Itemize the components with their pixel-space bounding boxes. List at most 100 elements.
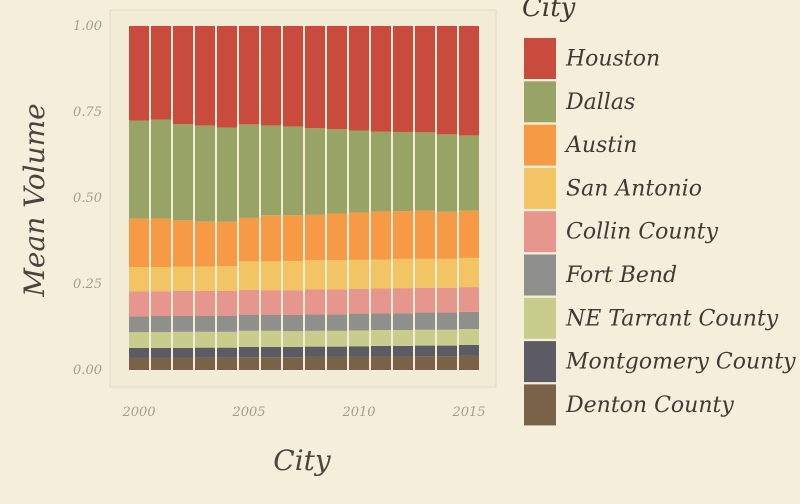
bar-segment: [371, 288, 391, 314]
bar-segment: [393, 356, 413, 370]
bar-segment: [217, 221, 237, 267]
bar-segment: [129, 267, 149, 292]
bar-segment: [173, 266, 193, 291]
legend-label: Fort Bend: [565, 263, 677, 288]
bar-segment: [437, 134, 457, 212]
bar-segment: [261, 346, 281, 358]
legend-key: [524, 81, 556, 123]
bar-segment: [239, 314, 259, 331]
legend-label: Austin: [564, 133, 637, 158]
bar-segment: [283, 126, 303, 216]
bar-segment: [239, 357, 259, 370]
bar-segment: [239, 124, 259, 218]
bar-segment: [173, 315, 193, 332]
y-tick-label: 0.50: [73, 191, 102, 206]
bar-segment: [217, 331, 237, 348]
bar-segment: [305, 314, 325, 331]
bar-segment: [173, 124, 193, 221]
bar-segment: [371, 211, 391, 260]
bar-segment: [261, 330, 281, 347]
bar-segment: [305, 330, 325, 347]
legend-key: [524, 38, 556, 79]
bar-segment: [151, 119, 171, 219]
legend-label: Dallas: [565, 90, 635, 115]
bar-segment: [283, 215, 303, 261]
bar-segment: [151, 218, 171, 268]
bar-segment: [305, 346, 325, 357]
bar-segment: [459, 344, 479, 356]
bar-segment: [305, 128, 325, 215]
bar-segment: [129, 332, 149, 348]
bar-segment: [217, 26, 237, 128]
bar-segment: [283, 331, 303, 347]
bar-segment: [261, 26, 281, 126]
x-tick-label: 2015: [451, 405, 485, 420]
bar-segment: [217, 357, 237, 370]
bar-segment: [283, 346, 303, 358]
bar-segment: [261, 215, 281, 262]
bar-segment: [283, 290, 303, 315]
bar-segment: [327, 129, 347, 214]
bar-segment: [261, 125, 281, 216]
bar-segment: [415, 287, 435, 313]
bar-segment: [327, 260, 347, 290]
bar-segment: [415, 26, 435, 133]
bar-segment: [305, 214, 325, 261]
bar-segment: [393, 330, 413, 346]
bar-segment: [349, 330, 369, 347]
bar-segment: [349, 26, 369, 131]
bar-segment: [217, 347, 237, 358]
bar-segment: [349, 259, 369, 289]
bar-segment: [305, 289, 325, 315]
bar-segment: [129, 120, 149, 219]
bar-segment: [195, 347, 215, 358]
bar-segment: [459, 26, 479, 136]
y-tick-label: 0.00: [73, 363, 102, 378]
x-tick-label: 2005: [231, 405, 265, 420]
legend-key: [524, 167, 556, 209]
bar-segment: [327, 346, 347, 357]
bar-segment: [327, 289, 347, 315]
bar-segment: [129, 26, 149, 121]
bar-segment: [305, 356, 325, 370]
bar-segment: [239, 330, 259, 347]
bar-segment: [151, 291, 171, 316]
legend-title: City: [522, 0, 576, 23]
bar-segment: [459, 311, 479, 330]
legend: Houston Dallas Austin San Antonio Collin Cou…: [524, 38, 796, 426]
y-tick-label: 1.00: [73, 19, 102, 34]
bar-segment: [283, 260, 303, 291]
bar-segment: [283, 26, 303, 127]
legend-key: [524, 384, 556, 426]
x-tick-label: 2000: [121, 405, 155, 420]
y-tick-label: 0.75: [73, 105, 102, 120]
bar-segment: [283, 314, 303, 332]
x-axis-title: City: [273, 444, 332, 477]
bar-segment: [459, 329, 479, 345]
legend-label: Houston: [565, 47, 660, 72]
bar-segment: [173, 347, 193, 358]
bar-segment: [459, 135, 479, 211]
bar-segment: [151, 267, 171, 292]
bar-segment: [327, 330, 347, 347]
bar-segment: [437, 211, 457, 259]
bar-segment: [195, 266, 215, 291]
bar-segment: [283, 357, 303, 370]
bar-segment: [371, 330, 391, 346]
bar-segment: [195, 315, 215, 332]
bar-segment: [393, 131, 413, 212]
bar-segment: [393, 26, 413, 132]
bar-segment: [151, 357, 171, 370]
bar-segment: [173, 290, 193, 316]
bar-segment: [129, 357, 149, 370]
x-tick-label: 2010: [341, 405, 375, 420]
bar-segment: [437, 26, 457, 135]
bar-segment: [437, 329, 457, 346]
bars-group: [129, 26, 479, 370]
bar-segment: [239, 26, 259, 125]
bar-segment: [415, 312, 435, 330]
legend-label: NE Tarrant County: [565, 306, 779, 331]
legend-key: [524, 124, 556, 166]
